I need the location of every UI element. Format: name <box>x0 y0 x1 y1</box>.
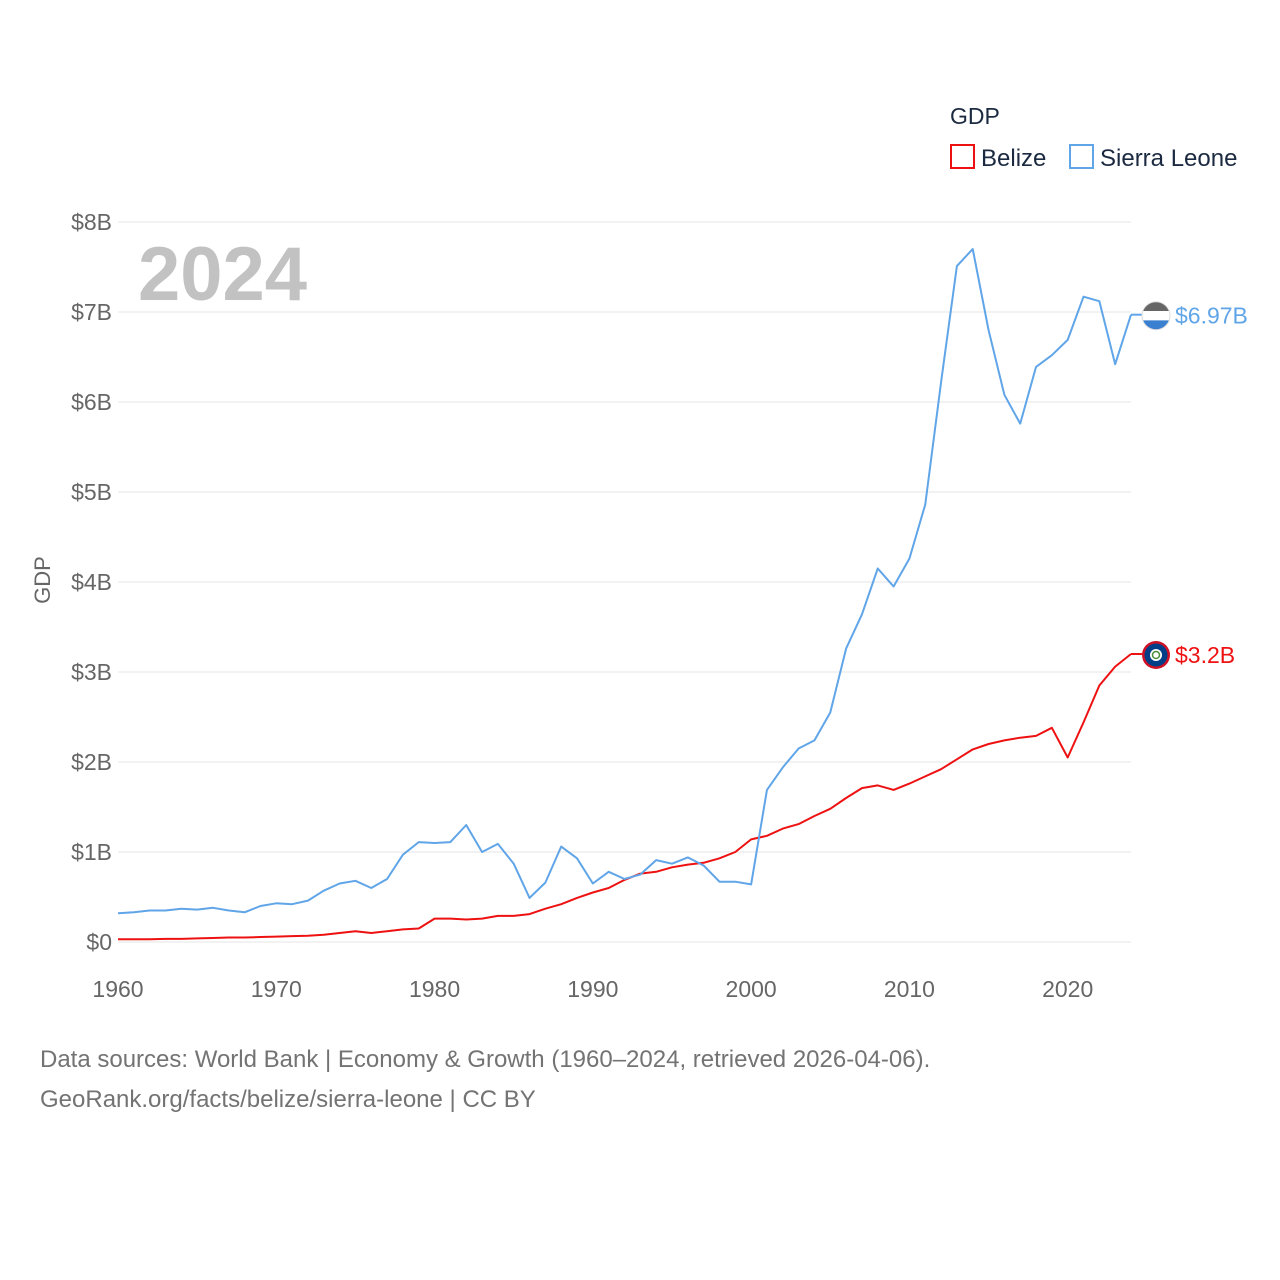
series-belize <box>118 653 1132 941</box>
legend-swatch-belize[interactable] <box>950 144 975 169</box>
y-tick-label: $2B <box>71 749 112 775</box>
sierra-leone-flag-icon <box>1141 301 1171 331</box>
source-link[interactable]: GeoRank.org/facts/belize/sierra-leone | … <box>40 1086 536 1113</box>
grid-layer <box>118 221 1131 943</box>
legend-label-sierra-leone[interactable]: Sierra Leone <box>1100 145 1237 172</box>
legend-title: GDP <box>950 103 1000 129</box>
end-value-label-belize: $3.2B <box>1175 642 1235 668</box>
x-axis-ticks: 1960 1970 1980 1990 2000 2010 2020 <box>92 976 1093 1002</box>
y-axis-ticks: $0 $1B $2B $3B $4B $5B $6B $7B $8B <box>71 209 112 955</box>
end-value-label-sierra-leone: $6.97B <box>1175 303 1248 329</box>
y-tick-label: $7B <box>71 299 112 325</box>
gdp-line-chart: $0$1B$2B$3B$4B$5B$6B$7B$8B 1960 1970 1980 1… <box>30 103 1248 1002</box>
series-sierra-leone <box>117 248 1132 915</box>
y-tick-label: $5B <box>71 479 112 505</box>
legend: GDP Belize Sierra Leone <box>950 103 1237 172</box>
legend-swatch-sierra-leone[interactable] <box>1069 144 1094 169</box>
x-tick-label: 2010 <box>884 976 935 1002</box>
x-tick-label: 1960 <box>92 976 143 1002</box>
y-tick-label: $3B <box>71 659 112 685</box>
y-axis-title: GDP <box>30 556 55 604</box>
x-tick-label: 2000 <box>726 976 777 1002</box>
x-tick-label: 1970 <box>251 976 302 1002</box>
y-tick-label: $1B <box>71 839 112 865</box>
y-tick-label: $8B <box>71 209 112 235</box>
y-tick-label: $4B <box>71 569 112 595</box>
x-tick-label: 1990 <box>567 976 618 1002</box>
legend-label-belize[interactable]: Belize <box>981 145 1046 172</box>
y-tick-label: $6B <box>71 389 112 415</box>
series-line-sierra-leone[interactable] <box>117 248 1132 915</box>
series-layer <box>117 248 1132 941</box>
endpoint-layer: $3.2B $6.97B <box>1131 301 1248 669</box>
year-label: 2024 <box>138 232 307 317</box>
footer: Data sources: World Bank | Economy & Gro… <box>40 1040 930 1120</box>
y-tick-label: $0 <box>86 929 112 955</box>
belize-flag-icon <box>1142 641 1170 669</box>
series-line-belize[interactable] <box>118 653 1132 941</box>
x-tick-label: 1980 <box>409 976 460 1002</box>
data-source-note: Data sources: World Bank | Economy & Gro… <box>40 1046 931 1073</box>
x-tick-label: 2020 <box>1042 976 1093 1002</box>
